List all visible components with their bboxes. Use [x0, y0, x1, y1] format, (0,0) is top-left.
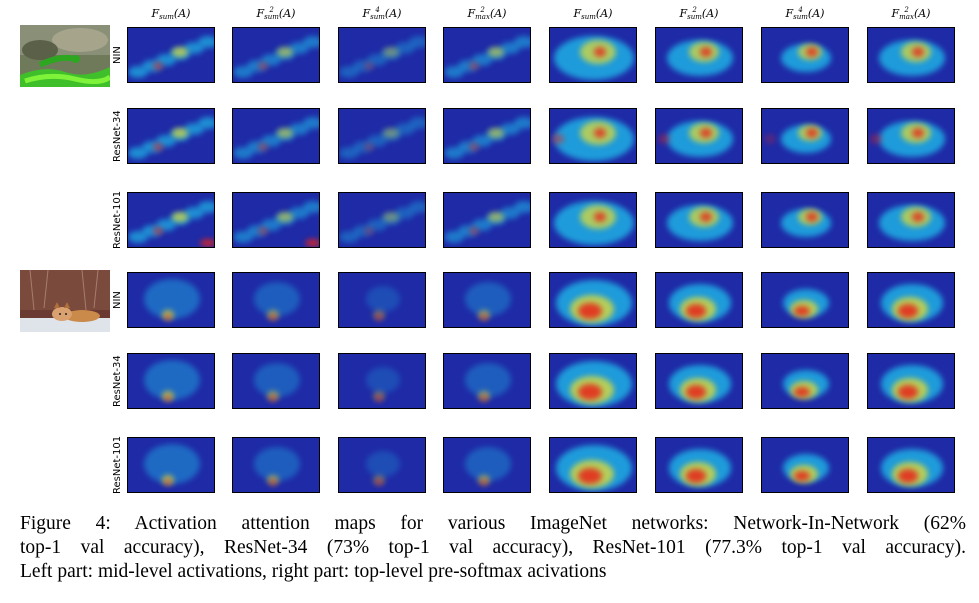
- attention-map-r5-c7: [761, 353, 849, 409]
- attention-map-r6-c8: [867, 437, 955, 493]
- attention-map-r6-c4: [443, 437, 531, 493]
- attention-map-r3-c6: [655, 192, 743, 248]
- figure-caption: Figure 4: Activation attention maps for …: [20, 512, 966, 584]
- attention-map-r2-c5: [549, 108, 637, 164]
- attention-map-r4-c3: [338, 272, 426, 328]
- attention-map-r5-c1: [127, 353, 215, 409]
- attention-map-r6-c2: [232, 437, 320, 493]
- row-label-1: NIN: [112, 46, 123, 64]
- row-label-4: NIN: [112, 291, 123, 309]
- attention-map-r3-c1: [127, 192, 215, 248]
- attention-map-r2-c8: [867, 108, 955, 164]
- row-label-6: ResNet-101: [112, 435, 123, 495]
- attention-map-r4-c5: [549, 272, 637, 328]
- attention-map-r5-c8: [867, 353, 955, 409]
- attention-map-r6-c5: [549, 437, 637, 493]
- attention-map-r3-c2: [232, 192, 320, 248]
- column-header-4: F 2 max (A): [467, 6, 507, 21]
- column-header-6: F 2 sum (A): [679, 6, 719, 21]
- row-label-3: ResNet-101: [112, 190, 123, 250]
- attention-map-r6-c7: [761, 437, 849, 493]
- column-header-3: F 4 sum (A): [362, 6, 402, 21]
- column-header-8: F 2 max (A): [891, 6, 931, 21]
- attention-map-r5-c2: [232, 353, 320, 409]
- snake-thumbnail: [20, 25, 110, 87]
- attention-map-r2-c4: [443, 108, 531, 164]
- attention-map-r3-c3: [338, 192, 426, 248]
- attention-map-r2-c7: [761, 108, 849, 164]
- attention-map-r2-c3: [338, 108, 426, 164]
- attention-map-r1-c4: [443, 27, 531, 83]
- attention-map-r5-c5: [549, 353, 637, 409]
- column-header-2: F 2 sum (A): [256, 6, 296, 21]
- attention-map-r2-c2: [232, 108, 320, 164]
- caption-line-3: Left part: mid-level activations, right …: [20, 561, 607, 582]
- column-header-7: F 4 sum (A): [785, 6, 825, 21]
- attention-map-r4-c7: [761, 272, 849, 328]
- attention-map-r1-c1: [127, 27, 215, 83]
- attention-map-r1-c3: [338, 27, 426, 83]
- attention-map-r6-c6: [655, 437, 743, 493]
- attention-map-r1-c8: [867, 27, 955, 83]
- attention-map-r4-c2: [232, 272, 320, 328]
- attention-map-r2-c6: [655, 108, 743, 164]
- attention-map-r1-c2: [232, 27, 320, 83]
- attention-map-r1-c5: [549, 27, 637, 83]
- attention-map-r1-c7: [761, 27, 849, 83]
- attention-map-r1-c6: [655, 27, 743, 83]
- attention-map-r6-c1: [127, 437, 215, 493]
- attention-map-r4-c8: [867, 272, 955, 328]
- attention-map-r3-c4: [443, 192, 531, 248]
- row-label-2: ResNet-34: [112, 110, 123, 162]
- fox-thumbnail: [20, 270, 110, 332]
- attention-map-r5-c6: [655, 353, 743, 409]
- attention-map-r4-c4: [443, 272, 531, 328]
- attention-map-r4-c1: [127, 272, 215, 328]
- attention-map-r5-c4: [443, 353, 531, 409]
- attention-map-r3-c7: [761, 192, 849, 248]
- attention-map-r3-c8: [867, 192, 955, 248]
- attention-map-r5-c3: [338, 353, 426, 409]
- column-header-5: F sum (A): [573, 7, 613, 21]
- attention-map-r2-c1: [127, 108, 215, 164]
- row-label-5: ResNet-34: [112, 355, 123, 407]
- attention-map-r6-c3: [338, 437, 426, 493]
- column-header-1: F sum (A): [151, 7, 191, 21]
- caption-line-1: Figure 4: Activation attention maps for …: [20, 513, 966, 534]
- caption-line-2: top-1 val accuracy), ResNet-34 (73% top-…: [20, 537, 966, 558]
- attention-map-r3-c5: [549, 192, 637, 248]
- attention-map-r4-c6: [655, 272, 743, 328]
